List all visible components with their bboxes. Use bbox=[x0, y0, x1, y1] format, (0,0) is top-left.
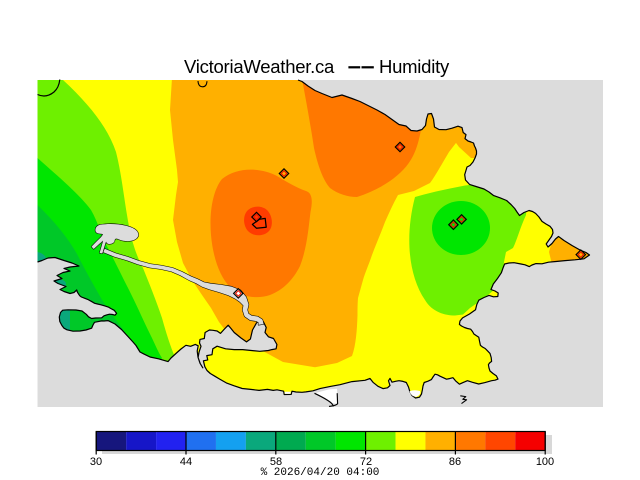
svg-text:30: 30 bbox=[90, 456, 102, 468]
svg-text:86: 86 bbox=[449, 456, 461, 468]
svg-text:VictoriaWeather.ca: VictoriaWeather.ca bbox=[184, 56, 335, 77]
svg-text:% 2026/04/20 04:00: % 2026/04/20 04:00 bbox=[261, 467, 380, 479]
svg-text:58: 58 bbox=[270, 456, 282, 468]
svg-text:Humidity: Humidity bbox=[379, 56, 450, 77]
svg-text:44: 44 bbox=[180, 456, 192, 468]
svg-text:100: 100 bbox=[536, 456, 554, 468]
svg-text:72: 72 bbox=[360, 456, 372, 468]
